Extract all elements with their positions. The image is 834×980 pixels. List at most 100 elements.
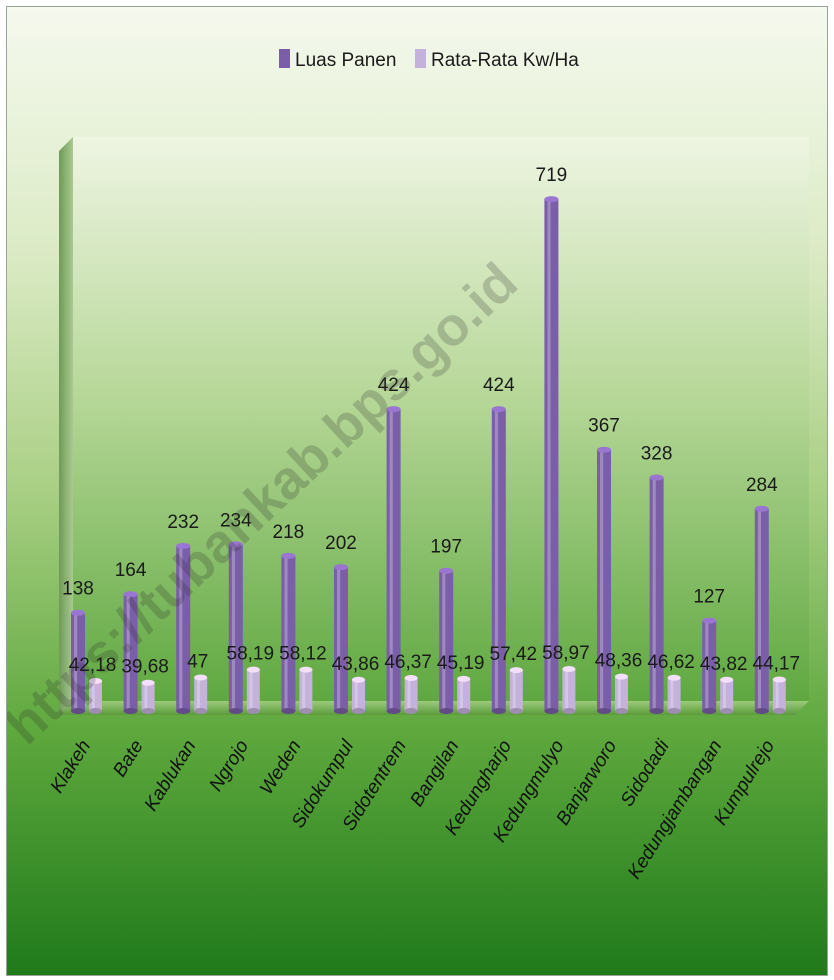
bar-luas-panen-5-base <box>334 708 348 714</box>
bar-rata-rata-5 <box>352 676 365 714</box>
bar-rata-rata-11-cap <box>667 674 681 681</box>
bar-rata-rata-3 <box>246 666 260 714</box>
bar-rata-rata-11-highlight <box>670 677 674 711</box>
bar-luas-panen-2 <box>176 542 191 714</box>
bar-luas-panen-6-cap <box>386 406 401 413</box>
bar-rata-rata-13-cap <box>772 676 786 683</box>
category-label-1: Bate <box>109 737 148 781</box>
data-label-luas-panen-5: 202 <box>325 533 357 554</box>
bar-rata-rata-0 <box>89 677 102 714</box>
bar-luas-panen-4-body <box>281 555 296 711</box>
bar-luas-panen-2-body <box>176 545 191 711</box>
data-label-rata-rata-9: 58,97 <box>542 643 590 664</box>
bar-rata-rata-9-cap <box>562 666 576 673</box>
bar-luas-panen-10-cap <box>597 446 611 453</box>
bar-luas-panen-7 <box>439 567 454 714</box>
data-label-rata-rata-0: 42,18 <box>69 655 117 676</box>
bar-luas-panen-10-highlight <box>600 449 604 711</box>
floor <box>59 701 809 715</box>
bar-luas-panen-13-highlight <box>757 508 761 711</box>
bar-luas-panen-11 <box>649 474 664 714</box>
bar-rata-rata-10-body <box>615 676 628 711</box>
bar-rata-rata-0-base <box>89 708 102 714</box>
side-wall <box>59 137 73 715</box>
bar-luas-panen-0-body <box>71 612 85 711</box>
bar-luas-panen-13 <box>754 505 769 714</box>
bar-luas-panen-12-cap <box>702 617 717 624</box>
data-label-rata-rata-10: 48,36 <box>595 651 643 672</box>
bar-luas-panen-8 <box>491 406 506 714</box>
legend-swatch-luas-panen <box>279 49 290 68</box>
data-label-luas-panen-4: 218 <box>273 522 305 543</box>
bar-rata-rata-7 <box>457 675 471 714</box>
legend-label-rata-rata: Rata-Rata Kw/Ha <box>431 50 579 71</box>
data-label-luas-panen-6: 424 <box>378 375 410 396</box>
bar-luas-panen-3-highlight <box>231 544 235 711</box>
bar-luas-panen-10 <box>597 446 611 714</box>
bar-rata-rata-6-highlight <box>407 677 411 711</box>
bar-luas-panen-4-cap <box>281 552 296 559</box>
bar-rata-rata-9-base <box>562 708 576 714</box>
bar-luas-panen-2-base <box>176 708 191 714</box>
bar-luas-panen-0-highlight <box>74 612 78 711</box>
bar-luas-panen-5 <box>334 564 348 714</box>
bar-rata-rata-1-base <box>141 708 155 714</box>
bar-rata-rata-7-body <box>457 678 471 711</box>
bar-chart: Luas Panen Rata-Rata Kw/Ha 138 42,18 164 39… <box>7 49 809 883</box>
bar-rata-rata-5-body <box>352 679 365 711</box>
bar-luas-panen-0-cap <box>71 609 85 616</box>
category-label-12: Kedungjambangan <box>624 737 726 883</box>
bar-luas-panen-9-cap <box>544 196 559 203</box>
bar-rata-rata-0-body <box>89 680 102 711</box>
category-label-11: Sidodadi <box>617 736 674 811</box>
data-label-luas-panen-12: 127 <box>693 587 725 608</box>
bar-rata-rata-1-body <box>141 682 155 711</box>
bar-rata-rata-6 <box>404 674 418 714</box>
bar-rata-rata-3-body <box>246 669 260 711</box>
bar-rata-rata-7-highlight <box>460 678 463 711</box>
data-label-luas-panen-7: 197 <box>430 537 462 558</box>
data-label-luas-panen-13: 284 <box>746 475 778 496</box>
data-label-rata-rata-8: 57,42 <box>490 644 538 665</box>
data-label-luas-panen-2: 232 <box>167 512 199 533</box>
bar-luas-panen-12-highlight <box>705 620 709 711</box>
bar-rata-rata-7-base <box>457 708 471 714</box>
bar-rata-rata-11-base <box>667 708 681 714</box>
bar-rata-rata-1-cap <box>141 679 155 686</box>
bar-rata-rata-9-body <box>562 669 576 711</box>
bar-luas-panen-5-highlight <box>337 567 341 711</box>
bar-luas-panen-8-base <box>491 708 506 714</box>
category-label-7: Bangilan <box>406 737 463 811</box>
data-label-rata-rata-4: 58,12 <box>279 644 327 665</box>
bar-rata-rata-2-base <box>194 708 208 714</box>
data-label-rata-rata-7: 45,19 <box>437 653 485 674</box>
bar-luas-panen-1-highlight <box>126 594 130 711</box>
bar-luas-panen-4-base <box>281 708 296 714</box>
bar-rata-rata-11 <box>667 674 681 714</box>
bar-rata-rata-0-cap <box>89 677 102 684</box>
bar-rata-rata-1 <box>141 679 155 714</box>
bar-rata-rata-11-body <box>667 677 681 711</box>
bar-rata-rata-13-highlight <box>775 679 779 711</box>
bar-luas-panen-13-base <box>754 708 769 714</box>
legend-label-luas-panen: Luas Panen <box>295 50 396 71</box>
bar-luas-panen-9 <box>544 196 559 714</box>
bar-luas-panen-1-body <box>123 594 138 711</box>
bar-luas-panen-6-base <box>386 708 401 714</box>
data-label-luas-panen-10: 367 <box>588 416 620 437</box>
bar-rata-rata-4-body <box>299 669 313 711</box>
bar-luas-panen-9-body <box>544 199 559 711</box>
bar-luas-panen-5-body <box>334 567 348 711</box>
bar-luas-panen-4-highlight <box>284 555 288 711</box>
bar-rata-rata-13 <box>772 676 786 714</box>
bar-rata-rata-13-body <box>772 679 786 711</box>
data-label-rata-rata-13: 44,17 <box>753 654 801 675</box>
bar-luas-panen-13-body <box>754 508 769 711</box>
bar-rata-rata-2-cap <box>194 674 208 681</box>
category-label-2: Kablukan <box>141 737 201 815</box>
data-label-luas-panen-3: 234 <box>220 510 252 531</box>
bar-rata-rata-6-body <box>404 677 418 711</box>
bar-rata-rata-10-cap <box>615 673 628 680</box>
bar-rata-rata-10-highlight <box>617 676 621 711</box>
